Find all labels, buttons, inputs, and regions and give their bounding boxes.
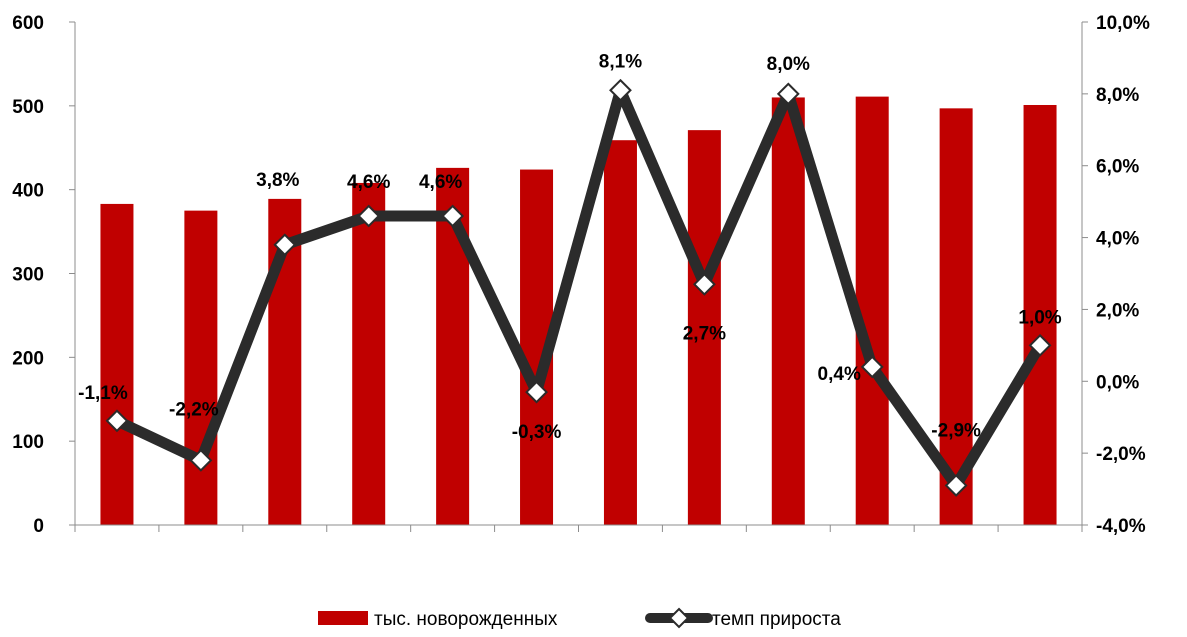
y-left-tick-label: 100 (12, 432, 44, 453)
axes: 600 500 400 300 200 100 0 10,0% 8,0% 6,0% 4,0% 2,0%… (12, 13, 1150, 537)
line-series (105, 78, 1052, 497)
y-right-tick-label: -4,0% (1096, 516, 1146, 537)
data-label: -1,1% (78, 383, 128, 404)
legend-label-line: темп прироста (712, 609, 841, 630)
bar (100, 203, 134, 525)
data-label: 1,0% (1018, 307, 1061, 328)
data-label: 8,0% (767, 54, 810, 75)
data-label: -2,2% (169, 399, 219, 420)
line-path (111, 84, 1046, 491)
data-label: 4,6% (347, 172, 390, 193)
y-left-tick-label: 600 (12, 13, 44, 34)
y-right-tick-label: 2,0% (1096, 300, 1139, 321)
bar (771, 97, 805, 525)
y-right-tick-label: 8,0% (1096, 85, 1139, 106)
y-left-tick-label: 400 (12, 181, 44, 202)
y-left-tick-label: 500 (12, 97, 44, 118)
bar (687, 130, 721, 525)
line-marker (357, 204, 381, 228)
legend-label-bars: тыс. новорожденных (374, 609, 558, 630)
bar (352, 182, 386, 525)
data-label: -0,3% (512, 422, 562, 443)
line-marker (692, 272, 716, 296)
data-label: -2,9% (931, 420, 981, 441)
legend-swatch-bars (318, 611, 368, 625)
y-left-tick-label: 300 (12, 265, 44, 286)
bar (939, 108, 973, 526)
line-marker (944, 474, 968, 497)
y-right-tick-label: 0,0% (1096, 372, 1139, 393)
y-left-tick-label: 200 (12, 348, 44, 369)
y-right-tick-label: 4,0% (1096, 229, 1139, 250)
line-marker (1028, 333, 1052, 357)
line-marker (525, 380, 548, 404)
y-right-tick-label: 6,0% (1096, 157, 1139, 178)
line-marker (441, 204, 465, 228)
line-marker (609, 78, 632, 102)
line-marker (105, 409, 129, 433)
data-labels: -1,1% -2,2% 3,8% 4,6% 4,6% -0,3% 8,1% 2,7% 8,0% 0… (78, 51, 1062, 443)
line-marker (273, 233, 297, 257)
bar-series (100, 96, 1057, 526)
bar (855, 96, 889, 525)
data-label: 2,7% (683, 323, 726, 344)
data-label: 8,1% (599, 51, 642, 72)
legend-marker-diamond (668, 607, 690, 629)
data-label: 4,6% (419, 172, 462, 193)
legend: тыс. новорожденных темп прироста (318, 607, 841, 630)
y-left-tick-label: 0 (33, 516, 44, 537)
y-right-tick-label: 10,0% (1096, 13, 1150, 34)
line-marker (860, 355, 884, 379)
line-marker (776, 82, 800, 106)
y-right-tick-label: -2,0% (1096, 444, 1146, 465)
data-label: 0,4% (818, 364, 861, 385)
line-marker (189, 448, 213, 472)
bar (603, 140, 637, 525)
data-label: 3,8% (256, 170, 299, 191)
bar (1023, 104, 1057, 526)
bar (184, 210, 218, 525)
